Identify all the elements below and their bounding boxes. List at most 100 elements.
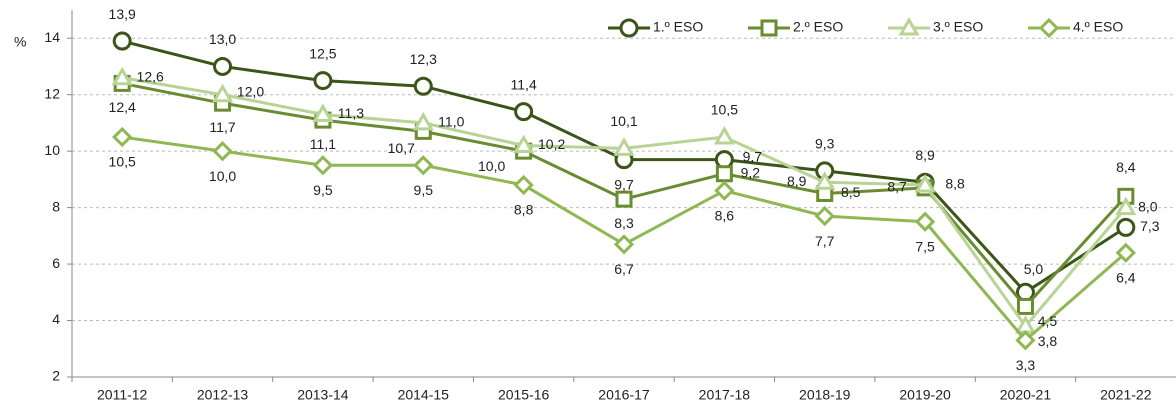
data-label: 10,1 [610,113,637,129]
data-point [613,234,635,255]
data-point [313,71,333,91]
data-label: 12,4 [109,99,136,115]
data-point [713,126,735,145]
data-label: 12,3 [410,51,437,67]
legend-item: 2.º ESO [748,19,843,37]
legend-label: 3.º ESO [933,19,983,35]
data-point [412,111,434,131]
data-point [413,155,434,176]
data-label: 3,3 [1016,357,1036,373]
data-label: 9,5 [313,182,333,198]
data-point [213,56,233,76]
data-label: 8,7 [887,179,907,195]
data-point [613,137,635,156]
data-point [1016,297,1034,315]
data-point [715,165,733,183]
data-label: 9,3 [815,136,835,152]
data-point [615,190,633,208]
data-label: 3,8 [1038,333,1058,349]
data-label: 11,7 [209,119,235,135]
data-label: 5,0 [1024,261,1044,277]
data-point [1116,217,1136,237]
data-label: 11,0 [438,114,464,130]
data-point [814,205,835,227]
data-label: 8,8 [514,202,534,218]
data-label: 9,7 [743,148,763,164]
data-label: 4,5 [1038,313,1058,329]
data-label: 13,9 [109,6,136,22]
legend-label: 1.º ESO [653,19,703,35]
x-tick-label: 2018-19 [799,387,851,403]
data-label: 12,0 [237,83,264,99]
y-tick-label: 6 [52,255,60,271]
series [113,74,1135,315]
legend-marker [619,18,639,38]
data-label: 11,4 [511,76,537,92]
data-label: 8,4 [1116,159,1136,175]
data-point [914,211,936,232]
data-point [112,126,133,148]
y-tick-label: 4 [52,311,60,327]
data-point [111,66,133,86]
data-point [212,141,233,162]
x-tick-label: 2014-15 [398,387,450,403]
x-tick-label: 2020-21 [1000,387,1052,403]
x-tick-label: 2013-14 [297,387,349,403]
legend-label: 2.º ESO [793,19,843,35]
y-tick-label: 10 [44,142,60,158]
data-label: 9,7 [614,176,634,192]
data-label: 7,7 [815,233,835,249]
data-label: 8,8 [945,176,965,192]
data-label: 12,5 [309,45,336,61]
legend-item: 4.º ESO [1028,17,1123,39]
x-tick-label: 2011-12 [97,387,148,403]
x-tick-label: 2012-13 [197,387,249,403]
legend-item: 1.º ESO [608,18,703,38]
data-point [1015,330,1036,351]
legend-label: 4.º ESO [1073,19,1123,35]
data-point [514,102,534,122]
data-point [312,103,334,122]
data-point [714,180,735,201]
data-label: 8,9 [915,147,935,163]
y-tick-label: 12 [44,85,60,101]
data-label: 13,0 [209,31,236,47]
y-tick-label: 14 [44,29,60,45]
data-label: 8,9 [787,173,807,189]
data-label: 11,1 [310,136,336,152]
x-tick-label: 2021-22 [1100,387,1152,403]
y-tick-label: 8 [52,198,60,214]
data-point [413,76,433,96]
data-point [1115,242,1136,263]
x-tick-label: 2019-20 [899,387,951,403]
data-label: 6,7 [614,261,634,277]
data-label: 6,4 [1116,269,1136,285]
data-label: 10,0 [478,158,505,174]
data-label: 10,5 [109,154,136,170]
data-label: 12,6 [137,68,164,84]
x-tick-label: 2017-18 [699,387,751,403]
series [111,66,1137,334]
data-label: 9,5 [414,182,434,198]
data-point [513,134,535,154]
data-point [112,31,132,51]
legend-marker [1038,17,1060,39]
x-tick-label: 2015-16 [498,387,550,403]
data-label: 7,3 [1140,218,1160,234]
series [112,126,1136,351]
data-point [914,174,936,193]
data-point [211,83,234,103]
data-label: 11,3 [338,105,364,121]
legend-item: 3.º ESO [888,16,983,36]
data-label: 8,6 [715,207,735,223]
data-point [714,150,734,170]
data-label: 8,3 [614,215,634,231]
data-label: 7,5 [915,238,935,254]
data-point [513,174,534,196]
data-label: 8,5 [841,184,861,200]
data-point [814,171,836,190]
data-label: 10,7 [388,140,415,156]
data-label: 9,2 [741,164,761,180]
data-label: 10,0 [209,168,236,184]
